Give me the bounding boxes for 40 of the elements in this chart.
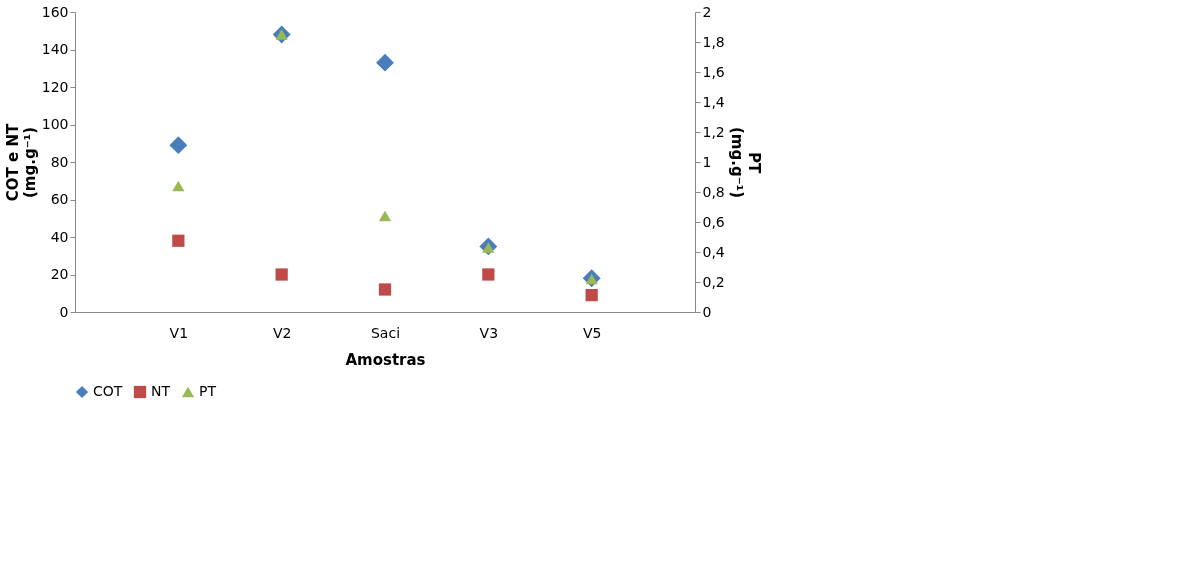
y-tick-label: 0 <box>59 303 69 320</box>
point <box>172 180 185 192</box>
point <box>482 268 495 281</box>
y-axis-title: COT e NT (mg.g⁻¹) <box>3 123 39 202</box>
legend-label: PT <box>199 383 217 399</box>
y-tick-label: 60 <box>50 191 69 207</box>
point <box>378 283 392 296</box>
x-tick-label: V5 <box>582 324 602 341</box>
y2-tick-label: 1,8 <box>702 33 725 50</box>
x-tick-label: V2 <box>272 324 292 341</box>
legend-label: COT <box>93 383 123 399</box>
point <box>376 53 394 72</box>
y2-axis-title: PT (mg.g⁻¹) <box>727 126 763 199</box>
x-tick-label: Saci <box>370 324 401 341</box>
x-tick-label: V3 <box>479 324 499 341</box>
y-tick-label: 100 <box>41 116 69 132</box>
point <box>378 210 392 222</box>
point <box>585 289 598 302</box>
y-tick-label: 120 <box>41 78 69 95</box>
y2-tick-label: 0,2 <box>702 273 725 290</box>
y2-tick-label: 1,6 <box>702 63 725 80</box>
legend-label: NT <box>151 383 171 399</box>
y2-tick-label: 1,2 <box>702 123 725 140</box>
x-axis-title: Amostras <box>345 350 426 369</box>
y2-tick-label: 0,8 <box>702 183 725 200</box>
y-tick-label: 20 <box>50 266 69 282</box>
y-tick-label: 160 <box>41 3 69 20</box>
y2-tick-label: 0,4 <box>702 243 725 260</box>
y2-tick-label: 2 <box>702 3 712 20</box>
x-tick-label: V1 <box>169 324 189 341</box>
y-tick-label: 140 <box>41 41 69 57</box>
y2-tick-label: 1,4 <box>702 93 725 110</box>
y-tick-label: 40 <box>50 228 69 245</box>
point <box>275 268 288 281</box>
point <box>169 136 188 155</box>
y2-tick-label: 0 <box>702 303 712 320</box>
y-tick-label: 80 <box>50 153 69 170</box>
y2-tick-label: 1 <box>702 153 712 170</box>
y2-tick-label: 0,6 <box>702 213 725 230</box>
point <box>172 234 185 247</box>
